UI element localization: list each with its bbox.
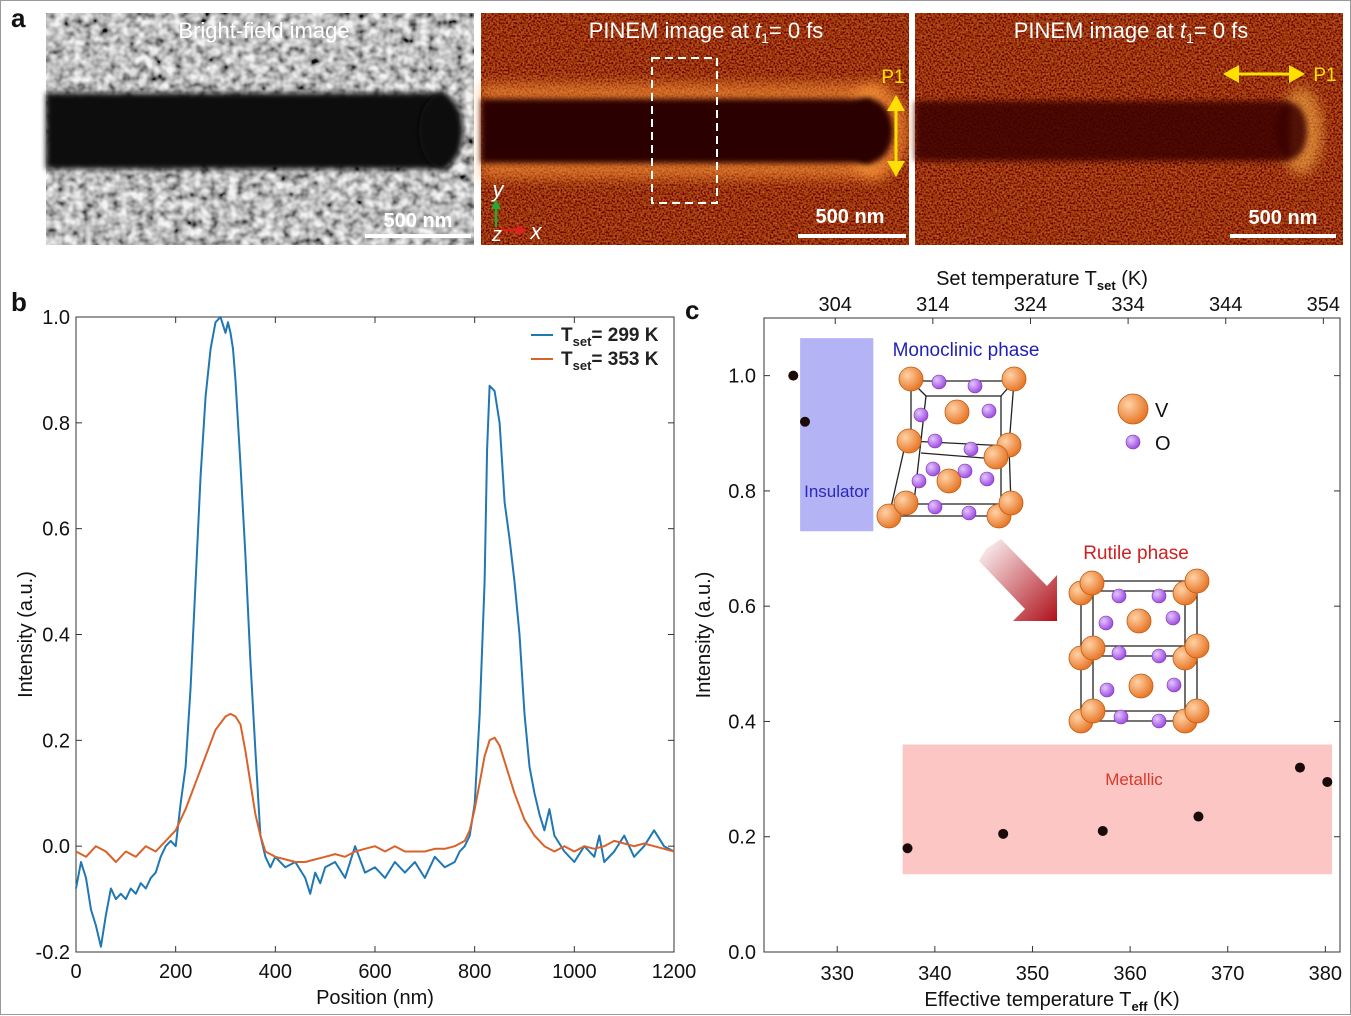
axis-y-label: y <box>491 177 506 202</box>
pinem-title-2: PINEM image at t1= 0 fs <box>589 18 824 46</box>
x-axis-label: Position (nm) <box>316 987 434 1009</box>
panel-c-letter: c <box>685 295 700 325</box>
polarization-label: P1 <box>1313 65 1336 86</box>
series-line-1 <box>75 316 675 948</box>
axis-x-label: x <box>530 219 543 244</box>
plot-frame <box>75 316 675 953</box>
scalebar-label: 500 nm <box>816 206 885 228</box>
axes-indicator: y z x <box>491 177 543 246</box>
x-tick-label: 200 <box>159 961 192 983</box>
panel-a-images: Bright-field image 500 nm PINEM image at… <box>46 13 1343 246</box>
pinem-image-vertical: PINEM image at t1= 0 fs P1 y z x 500 nm <box>481 13 909 246</box>
legend-label: Tset= 353 K <box>561 349 659 373</box>
scalebar <box>1230 234 1336 238</box>
y-tick-label: -0.2 <box>36 942 70 964</box>
polarization-label: P1 <box>881 67 904 88</box>
pinem-image-horizontal: PINEM image at t1= 0 fs P1 500 nm <box>915 13 1343 245</box>
polarization-arrow-horizontal <box>1223 65 1305 83</box>
x-tick-label: 800 <box>458 961 491 983</box>
selection-box <box>651 57 718 204</box>
y-axis-label: Intensity (a.u.) <box>15 571 37 698</box>
y-tick-label: 0.6 <box>42 519 70 541</box>
scalebar <box>365 234 471 238</box>
scalebar-label: 500 nm <box>384 210 453 232</box>
y-tick-label: 0.8 <box>42 413 70 435</box>
y-tick-label: 1.0 <box>42 307 70 329</box>
bright-field-image: Bright-field image 500 nm <box>46 13 474 245</box>
polarization-arrow-vertical <box>887 95 905 177</box>
x-tick-label: 600 <box>358 961 391 983</box>
series-line-2 <box>75 712 675 863</box>
y-tick-label: 0.0 <box>42 836 70 858</box>
x-tick-label: 1200 <box>652 961 697 983</box>
panel-b-letter: b <box>11 287 27 317</box>
y-tick-label: 0.4 <box>42 625 70 647</box>
x-tick-label: 1000 <box>552 961 597 983</box>
axis-z-label: z <box>491 224 502 246</box>
pinem-title-3: PINEM image at t1= 0 fs <box>1014 18 1249 46</box>
legend-label: Tset= 299 K <box>561 325 659 349</box>
x-tick-label: 0 <box>70 961 81 983</box>
scalebar <box>798 234 906 238</box>
y-tick-label: 0.2 <box>42 730 70 752</box>
scalebar-label: 500 nm <box>1249 207 1318 229</box>
bright-field-title: Bright-field image <box>178 18 349 43</box>
x-tick-label: 400 <box>259 961 292 983</box>
nanowire-shadow <box>46 93 446 169</box>
panel-a-letter: a <box>11 3 26 33</box>
